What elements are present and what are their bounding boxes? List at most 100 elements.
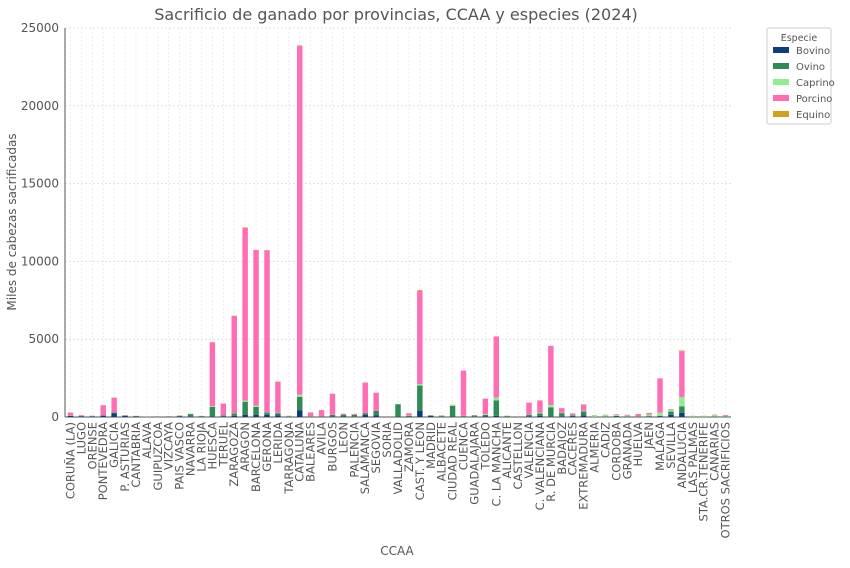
bar-ovino [668,412,673,415]
bar-bovino [330,416,335,417]
bar-porcino [526,403,531,415]
bar-bovino [526,416,531,417]
bar-ovino [188,414,193,416]
y-tick-label: 25000 [21,21,59,35]
bar-bovino [417,411,422,417]
bar-ovino [406,416,411,417]
bar-bovino [210,416,215,417]
bar-bovino [537,416,542,417]
bar-bovino [100,416,105,417]
bar-ovino [548,407,553,416]
bar-bovino [188,416,193,417]
bar-bovino [373,415,378,417]
bar-bovino [363,415,368,417]
legend-label: Bovino [796,46,830,57]
bar-caprino [548,405,553,407]
x-axis-label: CCAA [380,544,414,558]
bar-ovino [210,407,215,416]
bar-porcino [625,415,630,416]
bar-bovino [242,415,247,417]
bar-ovino [395,404,400,416]
bar-bovino [275,415,280,417]
bar-bovino [79,416,84,417]
bar-equino [417,290,422,291]
bar-bovino [253,415,258,417]
legend-swatch [773,63,789,69]
bar-caprino [625,416,630,417]
bar-ovino [242,402,247,415]
bar-caprino [723,416,728,417]
bar-bovino [570,416,575,417]
bar-porcino [614,414,619,415]
bar-caprino [242,401,247,402]
bar-porcino [373,393,378,411]
bar-porcino [581,405,586,411]
bar-bovino [581,415,586,417]
bar-porcino [319,410,324,416]
bar-ovino [450,406,455,417]
bar-caprino [657,413,662,416]
bar-porcino [559,408,564,413]
bar-ovino [537,413,542,416]
y-tick-label: 5000 [28,332,59,346]
bar-porcino [668,409,673,410]
bar-porcino [111,398,116,412]
legend-label: Caprino [796,78,835,89]
bar-porcino [635,414,640,416]
bar-ovino [199,416,204,417]
legend-swatch [773,111,789,117]
bar-ovino [253,407,258,415]
bar-ovino [264,412,269,414]
bar-bovino [68,416,73,417]
chart-title: Sacrificio de ganado por provincias, CCA… [154,5,638,24]
bar-ovino [526,415,531,417]
bar-caprino [494,398,499,401]
bar-caprino [210,406,215,407]
legend-label: Porcino [796,94,832,105]
bar-ovino [275,413,280,415]
bar-bovino [177,416,182,417]
bar-ovino [570,415,575,416]
bar-caprino [297,395,302,397]
legend-swatch [773,47,789,53]
bar-ovino [341,415,346,417]
bar-ovino [417,386,422,411]
bar-porcino [417,291,422,384]
y-tick-label: 10000 [21,254,59,268]
bar-caprino [439,415,444,416]
bar-bovino [264,415,269,417]
bar-ovino [504,416,509,417]
bar-caprino [614,415,619,416]
bar-porcino [297,46,302,395]
bar-porcino [242,228,247,401]
bar-porcino [330,394,335,415]
legend-swatch [773,79,789,85]
bar-caprino [679,397,684,406]
bar-porcino [646,413,651,415]
bar-ovino [646,416,651,417]
bar-ovino [352,415,357,417]
bar-bovino [428,416,433,417]
bar-ovino [483,415,488,417]
bar-porcino [232,316,237,413]
bar-porcino [221,404,226,416]
bar-porcino [570,413,575,415]
bar-caprino [537,413,542,414]
bar-porcino [352,414,357,415]
y-tick-label: 20000 [21,99,59,113]
bar-caprino [253,406,258,407]
bar-porcino [723,415,728,416]
bar-bovino [679,413,684,417]
legend-label: Equino [796,110,830,121]
bar-bovino [90,416,95,417]
bar-porcino [494,337,499,398]
bar-equino [679,351,684,352]
bar-ovino [221,415,226,416]
bar-ovino [373,411,378,416]
bar-caprino [690,416,695,417]
legend-swatch [773,95,789,101]
bar-ovino [614,416,619,417]
bar-bovino [133,416,138,417]
